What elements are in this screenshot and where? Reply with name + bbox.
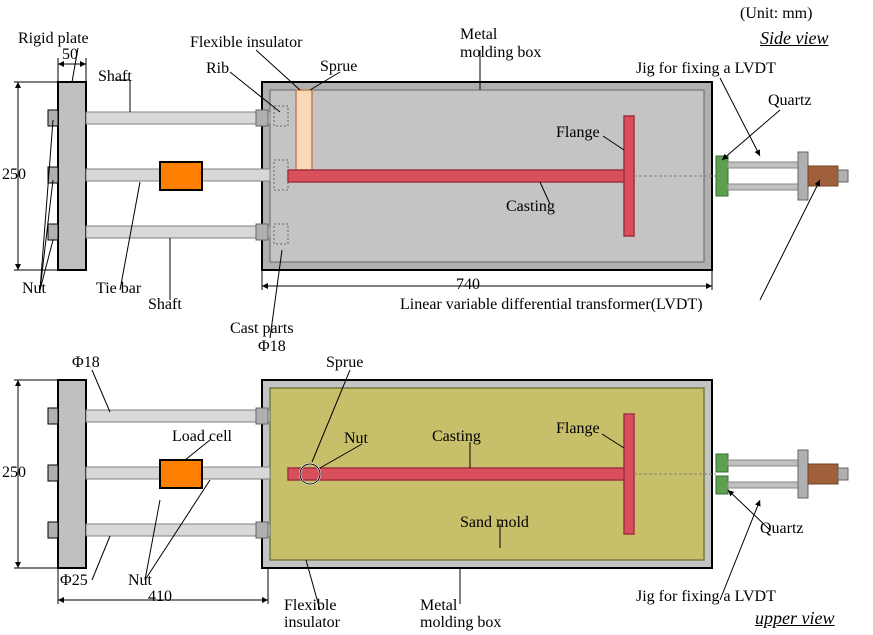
- dim-740: [262, 270, 712, 290]
- lbl-flange-upper: Flange: [556, 420, 600, 438]
- side-insulator: [296, 90, 312, 178]
- lbl-nut: Nut: [22, 280, 46, 298]
- lbl-cast-parts: Cast parts: [230, 320, 294, 338]
- dim-50-text: 50: [62, 46, 78, 64]
- lbl-jig: Jig for fixing a LVDT: [636, 60, 776, 78]
- lbl-casting-upper: Casting: [432, 428, 481, 446]
- upper-flange: [624, 414, 634, 534]
- lbl-metal-box-lower: Metalmolding box: [420, 598, 501, 632]
- lbl-flex-ins: Flexible insulator: [190, 34, 302, 52]
- lbl-sprue-upper: Sprue: [326, 354, 363, 372]
- unit-label: (Unit: mm): [740, 5, 812, 23]
- diagram-canvas: [0, 0, 873, 635]
- lbl-rigid-plate: Rigid plate: [18, 30, 89, 48]
- dim-phi18: Φ18: [72, 354, 100, 372]
- upper-rigid-plate: [58, 380, 86, 568]
- lbl-metal-box: Metalmolding box: [460, 26, 541, 61]
- side-view-title: Side view: [760, 28, 828, 49]
- upper-casting: [288, 468, 632, 480]
- lbl-sprue: Sprue: [320, 58, 357, 76]
- lbl-lvdt: Linear variable differential transformer…: [400, 296, 703, 314]
- upper-view-title: upper view: [755, 608, 834, 629]
- lbl-sand-mold: Sand mold: [460, 514, 529, 532]
- dim-phi25: Φ25: [60, 572, 88, 590]
- side-flange: [624, 116, 634, 236]
- upper-load-cell: [160, 460, 202, 488]
- side-load-cell: [160, 162, 202, 190]
- dim-410-text: 410: [148, 588, 172, 606]
- dim-250-upper-text: 250: [2, 464, 26, 482]
- dim-250-side-text: 250: [2, 166, 26, 184]
- lbl-flex-ins-lower: Flexibleinsulator: [284, 598, 340, 632]
- lbl-jig-lower: Jig for fixing a LVDT: [636, 588, 776, 606]
- lbl-casting: Casting: [506, 198, 555, 216]
- lbl-shaft2: Shaft: [148, 296, 182, 314]
- side-lvdt-jig: [716, 152, 848, 200]
- lbl-quartz-lower: Quartz: [760, 520, 804, 538]
- side-rigid-plate: [58, 82, 86, 270]
- lbl-flange: Flange: [556, 124, 600, 142]
- side-casting: [288, 170, 632, 182]
- lbl-quartz: Quartz: [768, 92, 812, 110]
- upper-lvdt-jig: [716, 450, 848, 498]
- dim-cast-phi: Φ18: [258, 338, 286, 356]
- lbl-nut-upper: Nut: [344, 430, 368, 448]
- lbl-tie-bar: Tie bar: [96, 280, 141, 298]
- lbl-rib: Rib: [206, 60, 229, 78]
- dim-740-text: 740: [456, 276, 480, 294]
- lbl-shaft: Shaft: [98, 68, 132, 86]
- lbl-load-cell: Load cell: [172, 428, 232, 446]
